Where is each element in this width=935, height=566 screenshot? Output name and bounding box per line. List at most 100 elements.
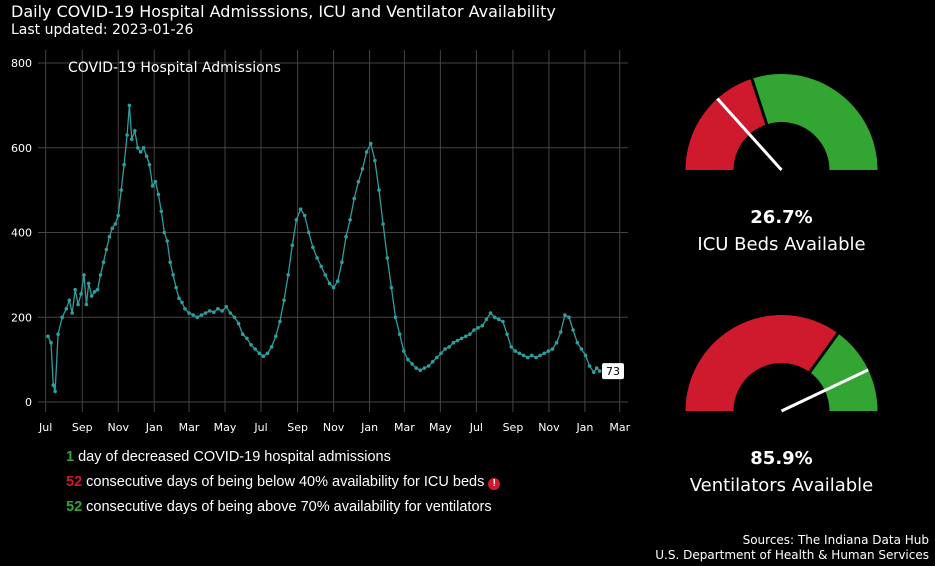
gauge-red-zone xyxy=(685,78,767,170)
admissions-point xyxy=(348,218,352,222)
admissions-point xyxy=(597,369,602,373)
chart-grid xyxy=(38,50,628,412)
admissions-point xyxy=(180,300,184,305)
admissions-point xyxy=(265,351,270,356)
admissions-point xyxy=(435,355,439,360)
admissions-point xyxy=(84,302,89,307)
sources-footer: Sources: The Indiana Data Hub U.S. Depar… xyxy=(655,533,929,563)
admissions-point xyxy=(352,196,357,201)
admissions-point xyxy=(360,167,365,171)
admissions-point xyxy=(344,234,348,239)
admissions-point xyxy=(150,184,155,188)
x-tick-label: Jul xyxy=(38,421,52,434)
admissions-point xyxy=(282,298,286,303)
admissions-point xyxy=(110,226,115,231)
admissions-point xyxy=(86,281,91,286)
admissions-point xyxy=(98,273,103,277)
admissions-point xyxy=(575,340,580,345)
admissions-point xyxy=(525,355,530,360)
admissions-point xyxy=(517,351,522,356)
admissions-point xyxy=(488,311,493,315)
x-tick-label: Jul xyxy=(253,421,267,434)
admissions-point xyxy=(550,347,555,351)
admissions-point xyxy=(89,294,94,298)
admissions-point xyxy=(468,332,472,337)
admissions-point xyxy=(113,222,118,226)
stat-text: consecutive days of being above 70% avai… xyxy=(82,499,492,515)
admissions-point xyxy=(141,146,146,150)
x-tick-label: Sep xyxy=(72,421,93,434)
admissions-point xyxy=(133,129,137,133)
admissions-point xyxy=(594,366,599,370)
admissions-point xyxy=(104,247,109,252)
admissions-point xyxy=(505,332,509,337)
admissions-point xyxy=(174,285,178,290)
icu-beds-gauge-dial xyxy=(685,74,878,172)
stat-ventilators-above-threshold: 52 consecutive days of being above 70% a… xyxy=(66,499,500,524)
admissions-point xyxy=(389,285,394,290)
admissions-point xyxy=(373,158,377,163)
admissions-point xyxy=(538,353,542,358)
admissions-point xyxy=(177,296,181,301)
x-tick-label: May xyxy=(214,421,237,434)
admissions-point xyxy=(567,315,571,320)
admissions-point xyxy=(236,321,241,326)
page-title: Daily COVID-19 Hospital Admisssions, ICU… xyxy=(11,2,556,21)
admissions-point xyxy=(135,146,140,150)
stat-number: 1 xyxy=(66,449,75,465)
admissions-point xyxy=(49,340,53,345)
y-tick-label: 600 xyxy=(11,142,32,155)
admissions-point xyxy=(377,188,381,192)
gauge-red-zone xyxy=(685,315,838,411)
admissions-point xyxy=(472,328,476,332)
admissions-point xyxy=(232,315,237,320)
admissions-point xyxy=(393,315,398,320)
admissions-point xyxy=(521,353,526,358)
x-tick-label: Jan xyxy=(360,421,378,434)
last-value-label: 73 xyxy=(606,365,620,378)
admissions-point xyxy=(497,317,501,322)
admissions-point xyxy=(501,319,505,324)
admissions-point xyxy=(220,309,224,313)
stat-number: 52 xyxy=(66,499,83,515)
admissions-point xyxy=(319,264,324,269)
admissions-point xyxy=(323,273,328,277)
admissions-point xyxy=(168,260,172,265)
gauge-needle xyxy=(780,368,869,413)
x-tick-label: Mar xyxy=(609,421,630,434)
admissions-point xyxy=(534,355,538,360)
admissions-point xyxy=(307,230,311,235)
admissions-point xyxy=(443,347,447,351)
icu-beds-label: ICU Beds Available xyxy=(697,234,866,255)
admissions-point xyxy=(138,150,143,154)
admissions-point xyxy=(153,179,158,184)
admissions-point xyxy=(484,317,489,322)
admissions-point xyxy=(397,332,402,337)
y-tick-label: 0 xyxy=(25,396,32,409)
admissions-point xyxy=(76,302,80,307)
x-tick-label: Sep xyxy=(503,421,524,434)
admissions-point xyxy=(64,307,69,311)
admissions-point xyxy=(530,353,534,358)
x-tick-label: Jul xyxy=(469,421,483,434)
last-updated-subtitle: Last updated: 2023-01-26 xyxy=(11,22,194,38)
y-axis: 0 200 400 600 800 xyxy=(11,57,32,409)
admissions-point xyxy=(261,354,266,359)
admissions-point xyxy=(92,290,97,294)
x-tick-label: Sep xyxy=(287,421,308,434)
x-tick-label: Nov xyxy=(108,421,130,434)
admissions-point xyxy=(119,188,123,192)
admissions-point xyxy=(439,351,443,356)
admissions-point xyxy=(70,311,74,315)
admissions-point xyxy=(95,287,100,292)
gauge-needle xyxy=(716,97,783,172)
x-tick-label: Mar xyxy=(179,421,200,434)
gauge-green-zone xyxy=(751,74,878,170)
admissions-point xyxy=(406,357,410,362)
admissions-point xyxy=(216,307,220,311)
x-tick-label: Nov xyxy=(323,421,345,434)
admissions-point xyxy=(162,230,167,235)
admissions-point xyxy=(509,345,513,349)
admissions-point xyxy=(212,310,216,315)
admissions-point xyxy=(476,326,480,330)
